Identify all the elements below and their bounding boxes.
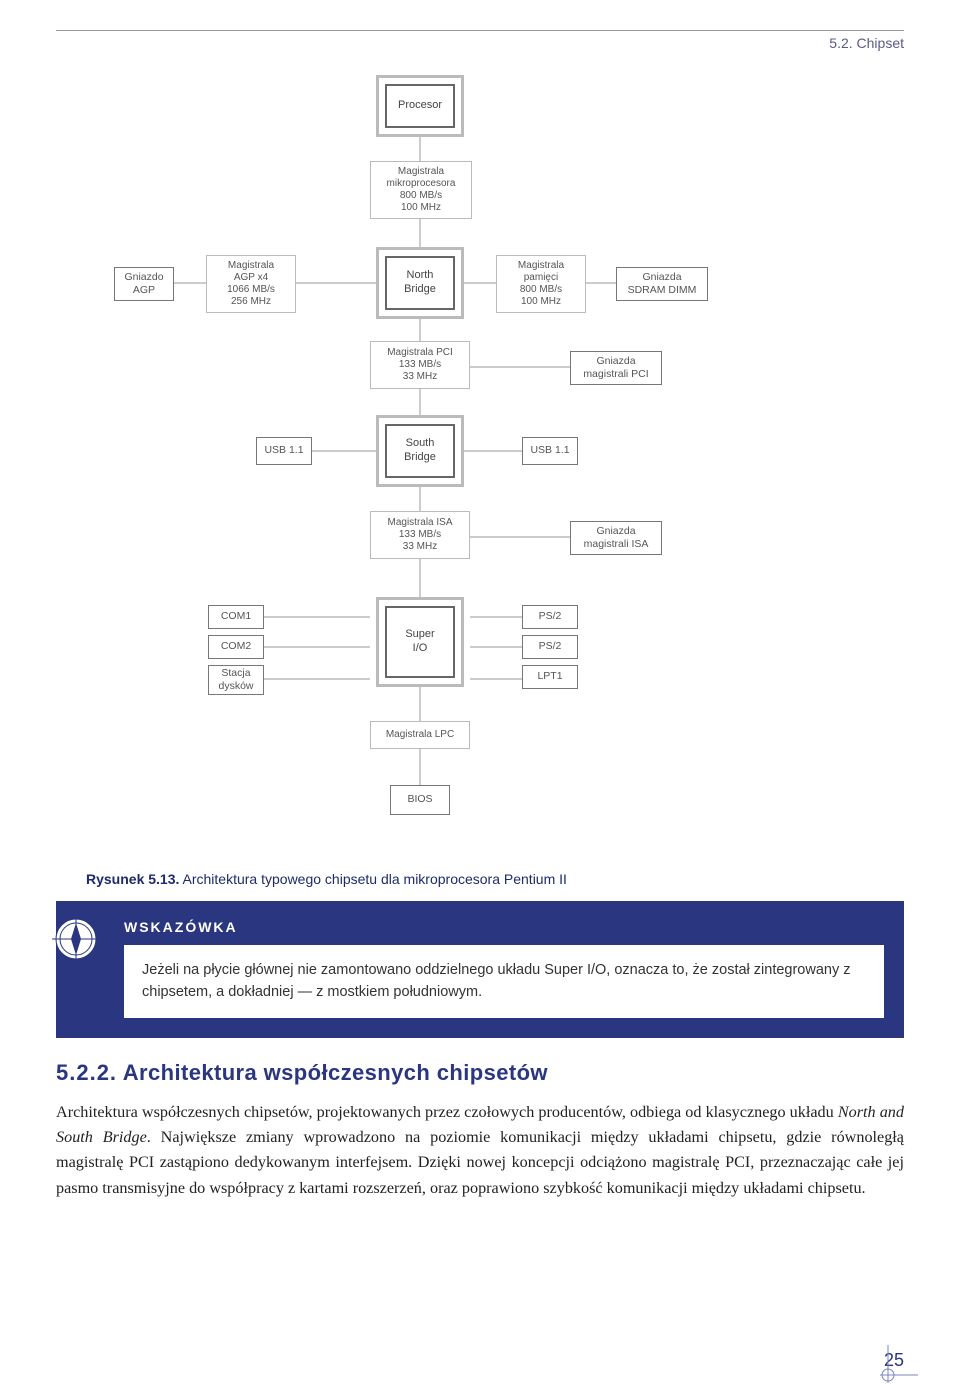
label-mag-isa: Magistrala ISA 133 MB/s 33 MHz (370, 511, 470, 559)
label-mag-mikro: Magistrala mikroprocesora 800 MB/s 100 M… (370, 161, 472, 219)
architecture-diagram: Procesor Magistrala mikroprocesora 800 M… (70, 69, 890, 859)
node-procesor: Procesor (376, 75, 464, 137)
corner-ornament-icon (880, 1345, 918, 1383)
section-number: 5.2.2. (56, 1060, 117, 1085)
node-stacja: Stacja dysków (208, 665, 264, 695)
node-bios: BIOS (390, 785, 450, 815)
node-gniazdo-agp: Gniazdo AGP (114, 267, 174, 301)
figure-caption: Rysunek 5.13. Architektura typowego chip… (86, 871, 904, 887)
node-north-bridge: North Bridge (376, 247, 464, 319)
node-gniazda-isa: Gniazda magistrali ISA (570, 521, 662, 555)
node-super-io-label: Super I/O (385, 606, 455, 678)
section-title: Architektura współczesnych chipsetów (123, 1060, 548, 1085)
node-gniazda-sdram: Gniazda SDRAM DIMM (616, 267, 708, 301)
label-mag-lpc: Magistrala LPC (370, 721, 470, 749)
hint-body: Jeżeli na płycie głównej nie zamontowano… (124, 945, 884, 1018)
node-usb-right: USB 1.1 (522, 437, 578, 465)
node-com1: COM1 (208, 605, 264, 629)
figure-caption-text: Architektura typowego chipsetu dla mikro… (183, 871, 567, 887)
compass-icon (48, 913, 104, 965)
label-mag-agp: Magistrala AGP x4 1066 MB/s 256 MHz (206, 255, 296, 313)
running-head: 5.2. Chipset (56, 35, 904, 51)
node-lpt1: LPT1 (522, 665, 578, 689)
node-ps2-a: PS/2 (522, 605, 578, 629)
hint-title: WSKAZÓWKA (124, 919, 884, 935)
node-usb-left: USB 1.1 (256, 437, 312, 465)
node-procesor-label: Procesor (385, 84, 455, 128)
label-mag-pamieci: Magistrala pamięci 800 MB/s 100 MHz (496, 255, 586, 313)
node-super-io: Super I/O (376, 597, 464, 687)
body-paragraph: Architektura współczesnych chipsetów, pr… (56, 1100, 904, 1201)
node-north-bridge-label: North Bridge (385, 256, 455, 310)
node-ps2-b: PS/2 (522, 635, 578, 659)
node-com2: COM2 (208, 635, 264, 659)
node-south-bridge: South Bridge (376, 415, 464, 487)
section-heading: 5.2.2. Architektura współczesnych chipse… (56, 1060, 904, 1086)
hint-callout: WSKAZÓWKA Jeżeli na płycie głównej nie z… (56, 901, 904, 1038)
node-south-bridge-label: South Bridge (385, 424, 455, 478)
node-gniazda-pci: Gniazda magistrali PCI (570, 351, 662, 385)
label-mag-pci: Magistrala PCI 133 MB/s 33 MHz (370, 341, 470, 389)
figure-caption-label: Rysunek 5.13. (86, 871, 179, 887)
